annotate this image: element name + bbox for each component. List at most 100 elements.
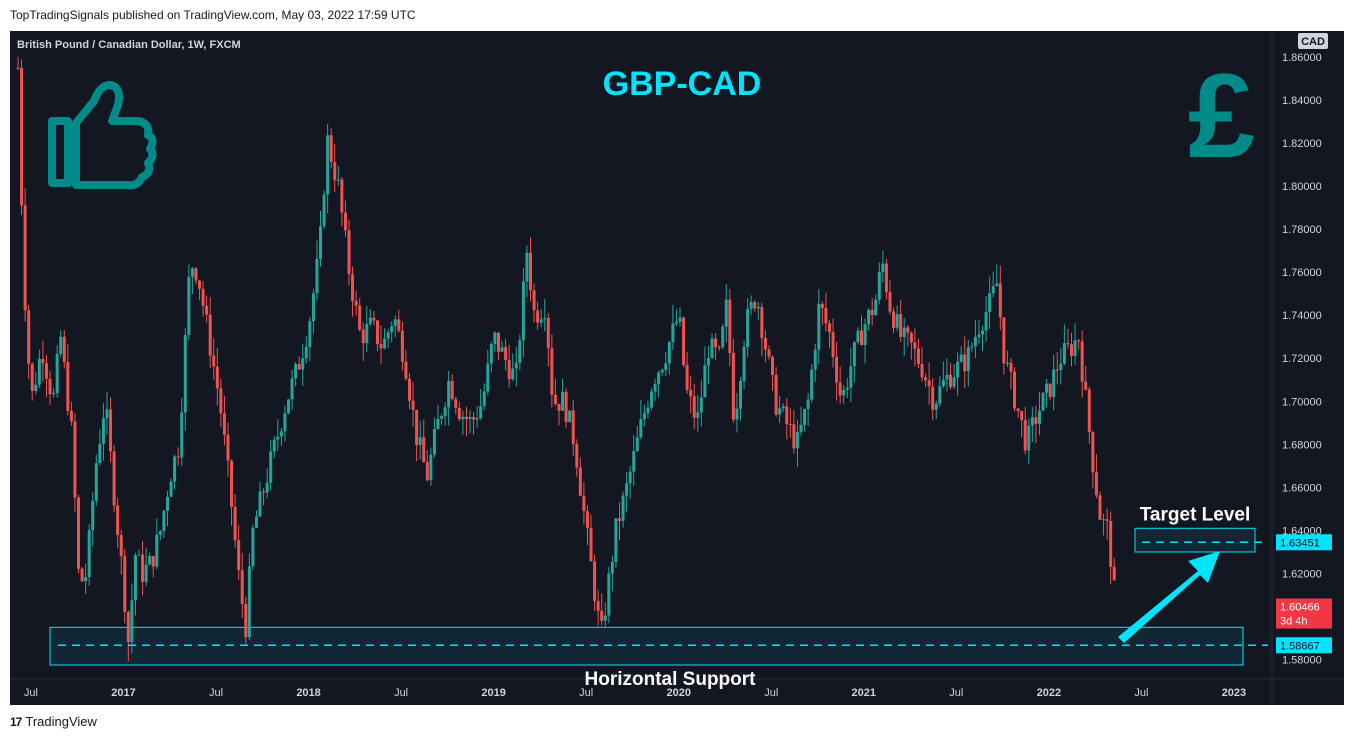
candle-body: [892, 311, 896, 328]
candle-body: [254, 516, 258, 528]
candle-body: [1098, 495, 1102, 520]
target-zone[interactable]: [1134, 527, 1256, 553]
candle-body: [1005, 362, 1009, 364]
tradingview-logo-icon[interactable]: 17: [10, 714, 22, 729]
candle-body: [881, 263, 885, 272]
candle-body: [543, 317, 547, 320]
candle-body: [109, 409, 113, 452]
candle-body: [1027, 425, 1031, 451]
candle-body: [475, 418, 479, 420]
candle-body: [66, 361, 70, 411]
candle-body: [187, 276, 191, 335]
candle-body: [383, 338, 387, 349]
price-tick-label: 1.70000: [1282, 396, 1322, 408]
candle-body: [276, 436, 280, 440]
candle-body: [379, 344, 383, 349]
candle-body: [635, 437, 639, 452]
candle-body: [884, 263, 888, 293]
candle-body: [158, 531, 162, 535]
candle-body: [137, 554, 141, 556]
candle-body: [827, 323, 831, 333]
thumbs-up-icon: [48, 81, 157, 190]
candle-body: [888, 292, 892, 312]
candle-body: [244, 603, 248, 638]
support-price-badge[interactable]: [1276, 637, 1332, 654]
price-tick-label: 1.74000: [1282, 310, 1322, 322]
candle-body: [895, 314, 899, 328]
candle-body: [774, 375, 778, 415]
target-price-badge[interactable]: [1276, 534, 1332, 551]
candle-body: [1087, 389, 1091, 432]
candle-body: [415, 409, 419, 445]
candle-body: [991, 286, 995, 294]
time-tick-label: Jul: [764, 687, 778, 699]
candle-body: [119, 535, 123, 557]
candle-body: [703, 365, 707, 398]
price-tick-label: 1.72000: [1282, 353, 1322, 365]
candle-body: [674, 321, 678, 324]
candle-body: [315, 258, 319, 294]
candle-body: [1105, 519, 1109, 522]
candle-body: [286, 399, 290, 414]
candle-body: [222, 413, 226, 435]
candle-body: [959, 354, 963, 362]
candle-body: [418, 437, 422, 445]
candle-body: [593, 561, 597, 602]
candle-body: [201, 288, 205, 306]
candle-body: [653, 383, 657, 392]
candle-body: [820, 303, 824, 309]
candle-body: [753, 302, 757, 309]
candle-body: [934, 403, 938, 410]
candle-body: [795, 432, 799, 449]
candle-body: [760, 307, 764, 338]
candle-body: [692, 396, 696, 418]
footer: 17 TradingView: [10, 714, 97, 729]
candle-body: [970, 346, 974, 348]
candle-body: [151, 556, 155, 567]
candle-body: [539, 319, 543, 323]
candle-body: [977, 334, 981, 337]
candle-body: [966, 347, 970, 372]
candle-body: [1041, 392, 1045, 411]
candle-body: [948, 374, 952, 387]
candle-body: [422, 437, 426, 463]
candle-body: [44, 363, 48, 379]
candle-body: [279, 431, 283, 437]
candle-body: [696, 412, 700, 418]
candle-body: [767, 349, 771, 357]
price-tick-label: 1.76000: [1282, 267, 1322, 279]
candle-body: [479, 405, 483, 419]
candle-body: [1062, 343, 1066, 364]
candle-body: [215, 366, 219, 389]
candle-body: [1016, 408, 1020, 411]
time-tick-label: Jul: [949, 687, 963, 699]
currency-badge[interactable]: [1298, 33, 1328, 49]
symbol-label[interactable]: British Pound / Canadian Dollar, 1W, FXC…: [17, 39, 241, 51]
price-tick-label: 1.82000: [1282, 138, 1322, 150]
candle-body: [525, 252, 529, 282]
candle-body: [575, 444, 579, 468]
candle-body: [169, 481, 173, 497]
candle-body: [1080, 341, 1084, 382]
footer-brand[interactable]: TradingView: [25, 714, 97, 729]
candle-body: [1037, 410, 1041, 424]
candle-body: [493, 332, 497, 345]
candle-body: [657, 372, 661, 384]
candle-body: [845, 387, 849, 390]
candle-body: [425, 462, 429, 481]
candle-body: [1070, 344, 1074, 356]
candle-body: [628, 471, 632, 484]
candle-body: [564, 391, 568, 423]
candle-body: [390, 325, 394, 333]
candle-body: [536, 310, 540, 323]
time-tick-label: 2017: [111, 687, 135, 699]
time-tick-label: Jul: [24, 687, 38, 699]
candle-body: [30, 363, 34, 392]
support-zone[interactable]: [49, 626, 1244, 666]
candle-body: [457, 408, 461, 420]
candle-body: [678, 317, 682, 322]
candle-body: [98, 443, 102, 464]
candle-body: [860, 330, 864, 346]
last-price-badge[interactable]: [1276, 598, 1332, 629]
